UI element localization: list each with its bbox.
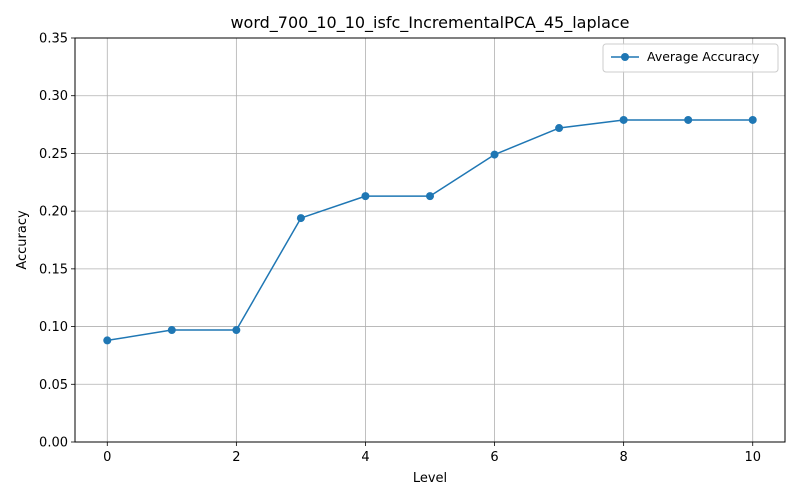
legend-entry-average-accuracy: Average Accuracy — [647, 49, 760, 64]
x-tick-label: 8 — [619, 450, 627, 465]
y-tick-label: 0.05 — [39, 378, 68, 393]
y-tick-label: 0.20 — [39, 205, 68, 220]
y-tick-label: 0.15 — [39, 262, 68, 277]
data-point — [684, 115, 693, 124]
legend-marker-swatch — [621, 53, 629, 61]
x-tick-label: 6 — [490, 450, 498, 465]
data-point — [490, 150, 499, 159]
y-axis-label: Accuracy — [15, 210, 30, 270]
x-tick-label: 0 — [103, 450, 111, 465]
data-point — [619, 115, 628, 124]
legend-box — [602, 43, 779, 73]
data-point — [426, 192, 434, 201]
chart-title: word_700_10_10_isfc_IncrementalPCA_45_la… — [230, 13, 629, 33]
data-point — [555, 124, 564, 133]
ticks: 0 2 4 6 8 10 0.00 0.05 0.10 0.15 0.20 0.25 0.30 0.35 — [39, 32, 761, 466]
y-tick-label: 0.25 — [39, 147, 68, 162]
data-point — [748, 115, 757, 124]
y-tick-label: 0.00 — [39, 436, 68, 451]
data-point — [103, 336, 112, 345]
y-tick-label: 0.35 — [39, 32, 68, 47]
data-point — [167, 326, 176, 335]
x-tick-label: 4 — [361, 450, 369, 465]
x-tick-label: 10 — [744, 450, 761, 465]
plot-frame — [74, 37, 786, 443]
y-tick-label: 0.30 — [39, 89, 68, 104]
legend: Average Accuracy — [602, 43, 779, 73]
y-tick-label: 0.10 — [39, 320, 68, 335]
data-point — [361, 192, 370, 201]
data-point — [296, 214, 305, 223]
x-tick-label: 2 — [232, 450, 240, 465]
data-point — [232, 326, 241, 335]
x-axis-label: Level — [413, 471, 447, 486]
series — [103, 115, 757, 345]
